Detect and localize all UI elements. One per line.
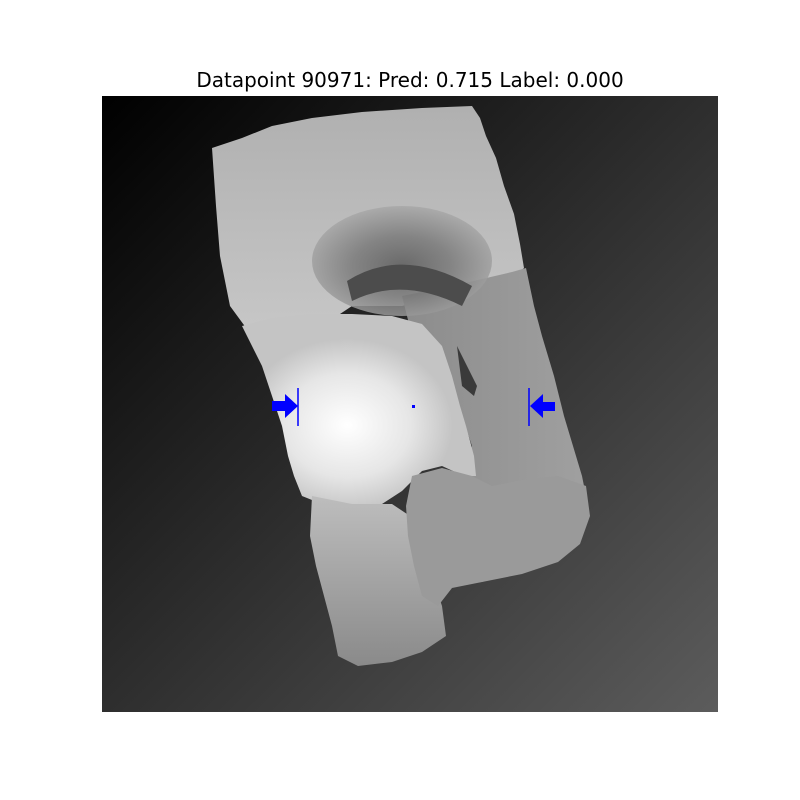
object-hole-shadow xyxy=(347,264,472,306)
grasp-markers xyxy=(272,388,555,426)
depth-image-axes xyxy=(102,96,718,712)
depth-image xyxy=(102,96,718,712)
grasp-arrow-left-icon xyxy=(530,394,555,418)
figure-title: Datapoint 90971: Pred: 0.715 Label: 0.00… xyxy=(196,68,624,92)
grasp-arrow-right-icon xyxy=(272,394,298,418)
object-gap-shadow xyxy=(457,346,477,396)
grasp-center-point xyxy=(412,405,415,408)
object-bright-face xyxy=(242,314,476,506)
object-lower-curve xyxy=(406,468,590,606)
